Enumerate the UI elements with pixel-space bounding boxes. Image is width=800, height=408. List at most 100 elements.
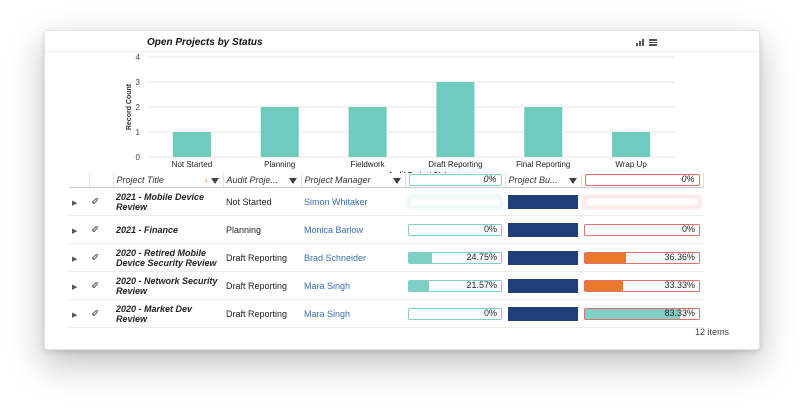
progress-bar: 0% [408, 223, 502, 236]
header-last[interactable]: 0% [581, 173, 704, 188]
last-cell: 0% [581, 215, 703, 244]
progress-bar [408, 195, 502, 208]
bar-5 [612, 132, 651, 157]
pencil-edit-icon[interactable]: ✏ [89, 278, 104, 293]
progress-cell: 0% [405, 299, 505, 328]
y-tick-label: 4 [136, 53, 141, 62]
budget-cell [505, 187, 581, 216]
header-project-manager[interactable]: Project Manager [301, 173, 406, 188]
header-audit-status[interactable]: Audit Proje... [223, 173, 302, 188]
project-title-cell: 2021 - Mobile Device Review [113, 187, 223, 216]
edit-cell[interactable]: ✏ [89, 215, 113, 244]
items-count: 12 items [694, 327, 729, 337]
last-fill [585, 252, 627, 263]
x-tick-label: Wrap Up [615, 160, 647, 169]
expand-row-icon[interactable]: ▶ [72, 227, 78, 235]
last-value: 0% [681, 223, 695, 234]
x-tick-label: Planning [264, 160, 295, 169]
bar-chart-icon[interactable] [636, 39, 644, 46]
filter-icon[interactable] [568, 178, 577, 184]
progress-fill [409, 252, 432, 263]
pencil-edit-icon[interactable]: ✏ [89, 222, 104, 237]
last-value: 83.33% [664, 307, 695, 318]
budget-cell [505, 271, 581, 300]
menu-icon[interactable] [649, 39, 657, 46]
dashboard-card: Open Projects by Status 0 1 2 3 4 Record Coun… [44, 30, 760, 350]
progress-value: 21.57% [466, 279, 497, 290]
pencil-edit-icon[interactable]: ✏ [89, 194, 104, 209]
expand-row-icon[interactable]: ▶ [72, 255, 78, 263]
last-bar: 0% [584, 223, 700, 236]
header-last-bar: 0% [584, 174, 700, 186]
header-progress-bar: 0% [408, 174, 502, 186]
edit-cell[interactable]: ✏ [89, 271, 113, 300]
budget-cell [505, 299, 581, 328]
progress-cell: 24.75% [405, 243, 505, 272]
budget-bar [508, 306, 578, 321]
expand-cell[interactable]: ▶ [69, 299, 89, 328]
progress-value: 0% [483, 223, 497, 234]
progress-value: 24.75% [466, 251, 497, 262]
budget-cell [505, 215, 581, 244]
table-row[interactable]: ▶ ✏ 2020 - Market Dev Review Draft Reportin… [69, 299, 703, 328]
last-bar [584, 195, 700, 208]
y-tick-label: 3 [136, 78, 141, 87]
header-project-title[interactable]: Project Title ↓ [113, 173, 224, 188]
header-expand [69, 173, 90, 188]
filter-icon[interactable] [210, 178, 219, 184]
y-tick-label: 0 [136, 153, 141, 162]
table-row[interactable]: ▶ ✏ 2020 - Network Security Review Draft Re… [69, 271, 703, 300]
filter-icon[interactable] [392, 178, 401, 184]
table-row[interactable]: ▶ ✏ 2021 - Mobile Device Review Not Started… [69, 187, 703, 216]
audit-status-cell: Draft Reporting [223, 243, 301, 272]
chart-header: Open Projects by Status [45, 31, 759, 52]
x-tick-label: Not Started [172, 160, 212, 169]
header-progress[interactable]: 0% [405, 173, 506, 188]
project-manager-link[interactable]: Brad Schneider [301, 243, 405, 272]
header-project-title-label: Project Title [116, 175, 164, 185]
project-manager-link[interactable]: Mara Singh [301, 271, 405, 300]
y-tick-label: 2 [136, 103, 141, 112]
project-manager-link[interactable]: Mara Singh [301, 299, 405, 328]
header-project-budget-label: Project Bu... [508, 175, 558, 185]
progress-value: 0% [483, 307, 497, 318]
expand-cell[interactable]: ▶ [69, 187, 89, 216]
pencil-edit-icon[interactable]: ✏ [89, 250, 104, 265]
expand-row-icon[interactable]: ▶ [72, 199, 78, 207]
expand-cell[interactable]: ▶ [69, 215, 89, 244]
header-project-budget[interactable]: Project Bu... [505, 173, 582, 188]
header-progress-value: 0% [483, 174, 497, 184]
progress-cell [405, 187, 505, 216]
chart-header-icons [636, 39, 657, 46]
last-value: 36.36% [664, 251, 695, 262]
table-row[interactable]: ▶ ✏ 2021 - Finance Planning Monica Barlow 0% 0… [69, 215, 703, 244]
audit-status-cell: Draft Reporting [223, 271, 301, 300]
audit-status-cell: Not Started [223, 187, 301, 216]
progress-bar: 24.75% [408, 251, 502, 264]
expand-cell[interactable]: ▶ [69, 243, 89, 272]
pencil-edit-icon[interactable]: ✏ [89, 306, 104, 321]
last-cell: 33.33% [581, 271, 703, 300]
header-last-value: 0% [681, 174, 695, 184]
expand-row-icon[interactable]: ▶ [72, 311, 78, 319]
header-audit-status-label: Audit Proje... [226, 175, 279, 185]
edit-cell[interactable]: ✏ [89, 299, 113, 328]
budget-bar [508, 194, 578, 209]
last-fill [585, 280, 623, 291]
chart-title: Open Projects by Status [147, 37, 263, 48]
edit-cell[interactable]: ✏ [89, 187, 113, 216]
budget-bar [508, 250, 578, 265]
expand-row-icon[interactable]: ▶ [72, 283, 78, 291]
x-tick-label: Fieldwork [350, 160, 385, 169]
expand-cell[interactable]: ▶ [69, 271, 89, 300]
project-grid-wrap: Project Title ↓ Audit Proje... Project M… [45, 173, 759, 349]
sort-down-icon[interactable]: ↓ [204, 174, 209, 184]
edit-cell[interactable]: ✏ [89, 243, 113, 272]
filter-icon[interactable] [288, 178, 297, 184]
project-title-cell: 2021 - Finance [113, 215, 223, 244]
table-row[interactable]: ▶ ✏ 2020 - Retired Mobile Device Security … [69, 243, 703, 272]
project-manager-link[interactable]: Monica Barlow [301, 215, 405, 244]
project-manager-link[interactable]: Simon Whitaker [301, 187, 405, 216]
project-title-cell: 2020 - Market Dev Review [113, 299, 223, 328]
x-tick-label: Draft Reporting [428, 160, 482, 169]
